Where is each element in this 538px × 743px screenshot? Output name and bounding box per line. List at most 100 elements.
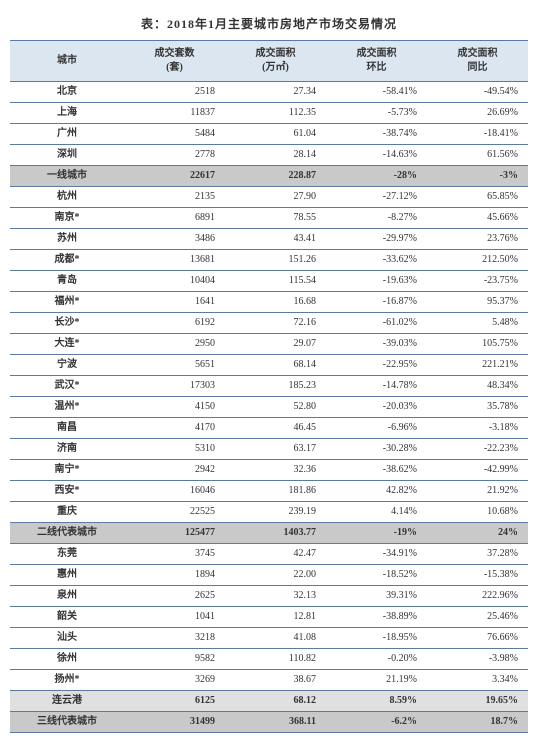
value-cell: 43.41 [225, 229, 326, 250]
city-cell: 青岛 [10, 271, 124, 292]
table-body: 北京251827.34-58.41%-49.54%上海11837112.35-5… [10, 82, 528, 733]
value-cell: 21.92% [427, 481, 528, 502]
value-cell: 368.11 [225, 712, 326, 733]
value-cell: 125477 [124, 523, 225, 544]
table-row: 徐州9582110.82-0.20%-3.98% [10, 649, 528, 670]
value-cell: -38.89% [326, 607, 427, 628]
value-cell: 5310 [124, 439, 225, 460]
value-cell: 2778 [124, 145, 225, 166]
value-cell: 3218 [124, 628, 225, 649]
value-cell: -18.52% [326, 565, 427, 586]
value-cell: 5651 [124, 355, 225, 376]
col-header-1: 成交套数(套) [124, 41, 225, 82]
table-row: 济南531063.17-30.28%-22.23% [10, 439, 528, 460]
value-cell: 3.34% [427, 670, 528, 691]
value-cell: -5.73% [326, 103, 427, 124]
value-cell: 115.54 [225, 271, 326, 292]
value-cell: 24% [427, 523, 528, 544]
table-title: 表：2018年1月主要城市房地产市场交易情况 [10, 15, 528, 32]
value-cell: -8.27% [326, 208, 427, 229]
value-cell: 5.48% [427, 313, 528, 334]
value-cell: 151.26 [225, 250, 326, 271]
value-cell: -6.2% [326, 712, 427, 733]
value-cell: -34.91% [326, 544, 427, 565]
value-cell: -38.74% [326, 124, 427, 145]
value-cell: 32.36 [225, 460, 326, 481]
value-cell: -18.41% [427, 124, 528, 145]
table-row: 汕头321841.08-18.95%76.66% [10, 628, 528, 649]
value-cell: 76.66% [427, 628, 528, 649]
city-cell: 深圳 [10, 145, 124, 166]
value-cell: 45.66% [427, 208, 528, 229]
value-cell: -3% [427, 166, 528, 187]
city-cell: 上海 [10, 103, 124, 124]
city-cell: 一线城市 [10, 166, 124, 187]
value-cell: 38.67 [225, 670, 326, 691]
value-cell: 10.68% [427, 502, 528, 523]
table-row: 杭州213527.90-27.12%65.85% [10, 187, 528, 208]
value-cell: 185.23 [225, 376, 326, 397]
value-cell: -42.99% [427, 460, 528, 481]
value-cell: -0.20% [326, 649, 427, 670]
value-cell: 110.82 [225, 649, 326, 670]
value-cell: 61.04 [225, 124, 326, 145]
value-cell: 4.14% [326, 502, 427, 523]
table-row: 扬州*326938.6721.19%3.34% [10, 670, 528, 691]
city-cell: 三线代表城市 [10, 712, 124, 733]
value-cell: -22.95% [326, 355, 427, 376]
value-cell: 35.78% [427, 397, 528, 418]
value-cell: 112.35 [225, 103, 326, 124]
city-cell: 扬州* [10, 670, 124, 691]
value-cell: -3.98% [427, 649, 528, 670]
value-cell: -49.54% [427, 82, 528, 103]
city-cell: 重庆 [10, 502, 124, 523]
value-cell: 1403.77 [225, 523, 326, 544]
value-cell: 28.14 [225, 145, 326, 166]
value-cell: -23.75% [427, 271, 528, 292]
value-cell: 2942 [124, 460, 225, 481]
table-row: 韶关104112.81-38.89%25.46% [10, 607, 528, 628]
city-cell: 宁波 [10, 355, 124, 376]
value-cell: -33.62% [326, 250, 427, 271]
value-cell: -58.41% [326, 82, 427, 103]
table-row: 南京*689178.55-8.27%45.66% [10, 208, 528, 229]
table-row: 长沙*619272.16-61.02%5.48% [10, 313, 528, 334]
value-cell: 46.45 [225, 418, 326, 439]
value-cell: 95.37% [427, 292, 528, 313]
table-row: 西安*16046181.8642.82%21.92% [10, 481, 528, 502]
table-row: 宁波565168.14-22.95%221.21% [10, 355, 528, 376]
value-cell: 239.19 [225, 502, 326, 523]
value-cell: 48.34% [427, 376, 528, 397]
value-cell: 61.56% [427, 145, 528, 166]
city-cell: 长沙* [10, 313, 124, 334]
value-cell: 31499 [124, 712, 225, 733]
value-cell: -28% [326, 166, 427, 187]
col-header-3: 成交面积环比 [326, 41, 427, 82]
value-cell: 52.80 [225, 397, 326, 418]
value-cell: 68.12 [225, 691, 326, 712]
value-cell: 42.47 [225, 544, 326, 565]
city-cell: 惠州 [10, 565, 124, 586]
value-cell: 5484 [124, 124, 225, 145]
city-cell: 连云港 [10, 691, 124, 712]
table-row: 重庆22525239.194.14%10.68% [10, 502, 528, 523]
city-cell: 南京* [10, 208, 124, 229]
table-row: 连云港612568.128.59%19.65% [10, 691, 528, 712]
city-cell: 济南 [10, 439, 124, 460]
city-cell: 西安* [10, 481, 124, 502]
value-cell: 25.46% [427, 607, 528, 628]
value-cell: 212.50% [427, 250, 528, 271]
city-cell: 福州* [10, 292, 124, 313]
value-cell: 2518 [124, 82, 225, 103]
value-cell: 41.08 [225, 628, 326, 649]
table-row: 三线代表城市31499368.11-6.2%18.7% [10, 712, 528, 733]
city-cell: 温州* [10, 397, 124, 418]
table-row: 成都*13681151.26-33.62%212.50% [10, 250, 528, 271]
value-cell: 26.69% [427, 103, 528, 124]
value-cell: -22.23% [427, 439, 528, 460]
value-cell: 4150 [124, 397, 225, 418]
value-cell: -14.78% [326, 376, 427, 397]
value-cell: 222.96% [427, 586, 528, 607]
value-cell: 1894 [124, 565, 225, 586]
value-cell: 39.31% [326, 586, 427, 607]
